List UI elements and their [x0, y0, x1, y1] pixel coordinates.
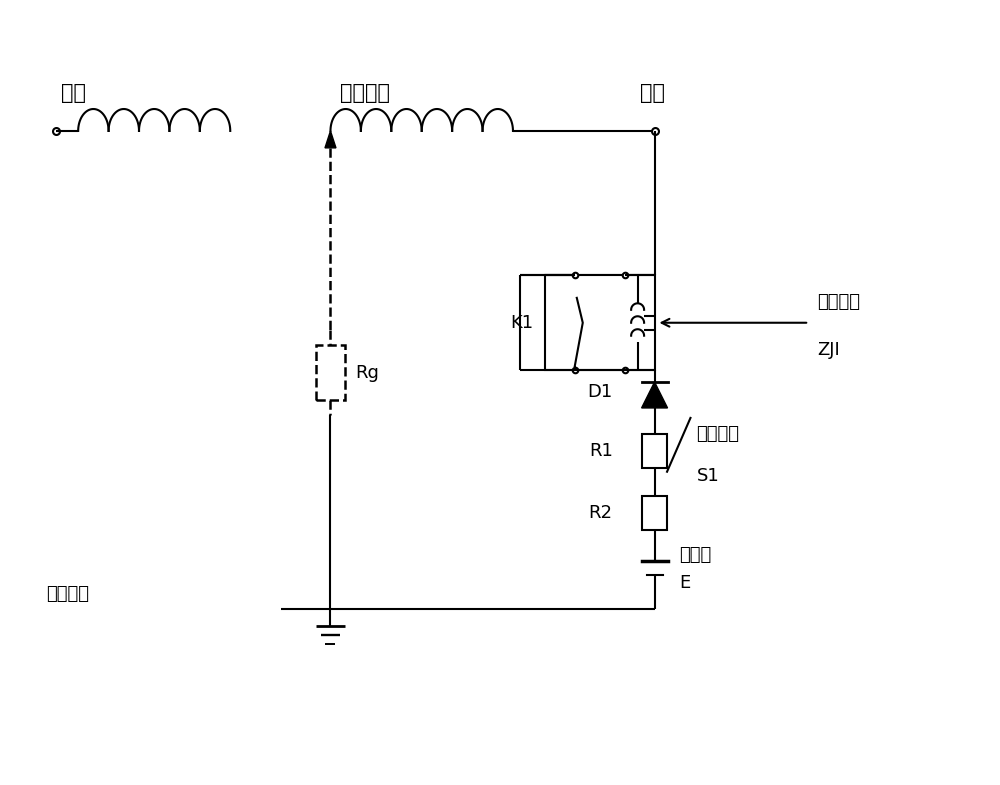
Polygon shape	[642, 382, 668, 408]
Bar	[642, 495, 667, 530]
Polygon shape	[325, 131, 336, 148]
Text: R1: R1	[589, 442, 613, 460]
Bar	[642, 434, 667, 468]
Text: 负极: 负极	[640, 83, 665, 103]
Text: D1: D1	[587, 383, 613, 401]
Bar	[545, 276, 655, 370]
Text: 转子大轴: 转子大轴	[46, 586, 89, 603]
Text: S1: S1	[696, 467, 719, 484]
Text: Rg: Rg	[355, 363, 379, 382]
Text: 注入源: 注入源	[680, 546, 712, 564]
Text: 自检控制: 自检控制	[817, 293, 860, 311]
Text: ZJI: ZJI	[817, 341, 840, 359]
Text: 电子开关: 电子开关	[696, 425, 739, 443]
Text: K1: K1	[510, 314, 533, 332]
Bar	[316, 345, 345, 400]
Text: 正极: 正极	[61, 83, 86, 103]
Text: E: E	[680, 575, 691, 593]
Text: 转子绕组: 转子绕组	[340, 83, 390, 103]
Text: R2: R2	[589, 503, 613, 521]
